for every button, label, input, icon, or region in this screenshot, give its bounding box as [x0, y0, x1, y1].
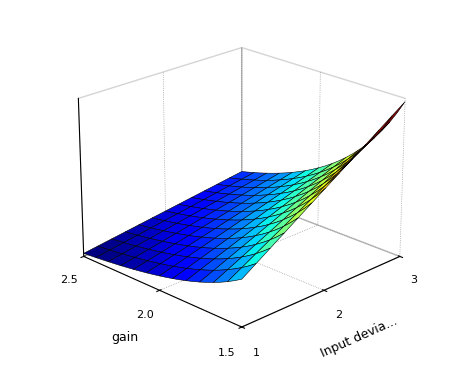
X-axis label: Input devia...: Input devia...: [318, 315, 399, 360]
Y-axis label: gain: gain: [111, 331, 138, 344]
